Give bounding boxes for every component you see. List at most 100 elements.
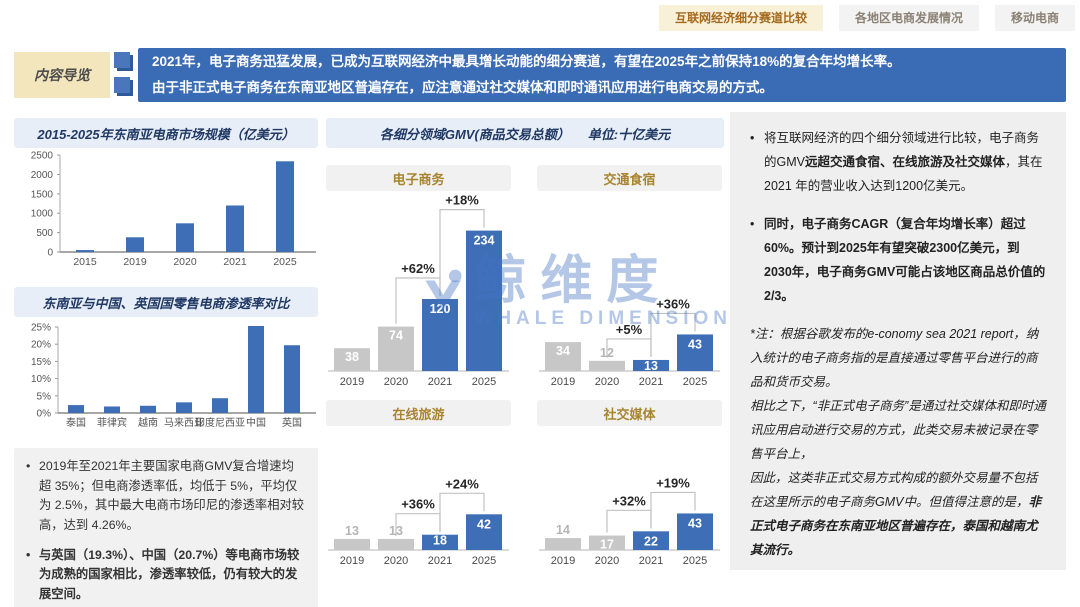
right-analysis-panel: • 将互联网经济的四个细分领域进行比较，电子商务的GMV远超交通食宿、在线旅游及社… — [730, 112, 1066, 570]
svg-text:英国: 英国 — [282, 416, 302, 429]
gmv-section-title: 各细分领域GMV(商品交易总额） 单位:十亿美元 — [326, 118, 724, 148]
svg-text:2025: 2025 — [472, 376, 496, 388]
svg-text:43: 43 — [688, 337, 702, 351]
svg-text:+18%: +18% — [445, 193, 479, 208]
svg-text:234: 234 — [474, 234, 495, 248]
gmv-title-text: 各细分领域GMV(商品交易总额） — [379, 126, 570, 142]
svg-text:2025: 2025 — [683, 555, 707, 567]
svg-text:34: 34 — [556, 344, 570, 358]
svg-text:42: 42 — [477, 517, 491, 531]
svg-text:+62%: +62% — [401, 261, 435, 276]
svg-text:2021: 2021 — [639, 555, 663, 567]
banner-line-1: 2021年，电子商务迅猛发展，已成为互联网经济中最具增长动能的细分赛道，有望在2… — [152, 54, 901, 69]
svg-text:2500: 2500 — [31, 151, 54, 162]
left-insight-bullet: • 2019年至2021年主要国家电商GMV复合增速均超 35%；但电商渗透率低，… — [26, 459, 305, 533]
svg-text:2025: 2025 — [273, 256, 297, 268]
svg-text:2000: 2000 — [31, 170, 54, 181]
svg-text:500: 500 — [36, 228, 53, 239]
svg-text:中国: 中国 — [246, 416, 266, 429]
tab-mobile-ecommerce[interactable]: 移动电商 — [994, 5, 1075, 31]
left-insights-box: • 2019年至2021年主要国家电商GMV复合增速均超 35%；但电商渗透率低，… — [14, 448, 318, 607]
svg-text:14: 14 — [556, 523, 570, 537]
ecommerce-chart-title: 电子商务 — [326, 165, 511, 191]
svg-text:22: 22 — [644, 534, 658, 548]
svg-text:2019: 2019 — [551, 555, 575, 567]
svg-text:74: 74 — [389, 329, 403, 343]
top-tab-bar: 互联网经济细分赛道比较 各地区电商发展情况 移动电商 — [658, 5, 1075, 31]
svg-text:+36%: +36% — [401, 497, 435, 512]
svg-text:越南: 越南 — [138, 416, 158, 429]
svg-text:10%: 10% — [31, 374, 51, 385]
svg-text:+24%: +24% — [445, 476, 479, 491]
svg-text:2020: 2020 — [384, 376, 408, 388]
transport-food-chart-cell: 交通食宿 34 2019 12 2020 13 2021 43 2025 +5% +36% — [537, 165, 722, 396]
penetration-chart-title: 东南亚与中国、英国国零售电商渗透率对比 — [14, 287, 318, 317]
svg-text:2019: 2019 — [551, 376, 575, 388]
gmv-unit-text: 单位:十亿美元 — [587, 126, 671, 142]
bullet-icon: • — [26, 547, 31, 562]
svg-text:2021: 2021 — [428, 376, 452, 388]
square-icon — [114, 77, 130, 93]
analysis-note: 因此，这类非正式交易方式构成的额外交易量不包括在这里所示的电子商务GMV中。但值… — [750, 471, 1041, 557]
svg-text:2019: 2019 — [340, 376, 364, 388]
banner-line-2: 由于非正式电子商务在东南亚地区普遍存在，应注意通过社交媒体和即时通讯应用进行电商… — [152, 80, 773, 95]
svg-text:15%: 15% — [31, 357, 51, 368]
svg-text:13: 13 — [644, 359, 658, 373]
ecommerce-gmv-chart: 38 2019 74 2020 120 2021 234 2025 +62% +18% — [328, 193, 509, 388]
left-insight-bullet: • 与英国（19.3%）、中国（20.7%）等电商市场较为成熟的国家相比，渗透率较… — [26, 547, 300, 602]
svg-text:120: 120 — [430, 302, 451, 316]
tab-internet-economy-segments[interactable]: 互联网经济细分赛道比较 — [658, 5, 823, 31]
bullet-icon: • — [26, 459, 31, 473]
svg-text:2021: 2021 — [428, 555, 452, 567]
svg-text:+36%: +36% — [656, 296, 690, 311]
svg-text:2025: 2025 — [472, 555, 496, 567]
svg-text:2015: 2015 — [73, 256, 97, 268]
svg-text:2019: 2019 — [340, 555, 364, 567]
sea-market-size-chart: 0 500 1000 1500 2000 2500 2015 2019 2020 2021 2025 — [31, 151, 316, 268]
transport-food-chart-title: 交通食宿 — [537, 165, 722, 191]
svg-text:2021: 2021 — [639, 376, 663, 388]
analysis-bullet: • 将互联网经济的四个细分领域进行比较，电子商务的GMV远超交通食宿、在线旅游及社… — [750, 126, 1046, 198]
social-media-chart-cell: 社交媒体 14 2019 17 2020 22 2021 43 2025 +32% +19% — [537, 400, 722, 573]
online-travel-chart-cell: 在线旅游 13 2019 13 2020 18 2021 42 2025 +36% +24% — [326, 400, 511, 573]
svg-text:0: 0 — [47, 248, 53, 259]
svg-text:17: 17 — [600, 538, 614, 552]
svg-text:2021: 2021 — [223, 256, 247, 268]
content-guide-label: 内容导览 — [14, 52, 110, 98]
svg-text:5%: 5% — [37, 391, 52, 402]
analysis-bullet: • 同时，电子商务CAGR（复合年均增长率）超过60%。预计到2025年有望突破2… — [750, 212, 1046, 308]
tab-regional-ecommerce[interactable]: 各地区电商发展情况 — [838, 5, 979, 31]
svg-text:印度尼西亚: 印度尼西亚 — [195, 416, 245, 429]
square-icon — [114, 52, 130, 68]
svg-text:18: 18 — [433, 534, 447, 548]
svg-text:马来西亚: 马来西亚 — [164, 417, 204, 429]
market-size-chart-title: 2015-2025年东南亚电商市场规模（亿美元） — [14, 118, 318, 148]
svg-text:20%: 20% — [31, 340, 51, 351]
svg-text:43: 43 — [688, 516, 702, 530]
analysis-paragraphs: • 将互联网经济的四个细分领域进行比较，电子商务的GMV远超交通食宿、在线旅游及社… — [750, 126, 1046, 562]
svg-text:+5%: +5% — [616, 322, 643, 337]
decor-squares — [114, 52, 130, 93]
ecommerce-chart-cell: 电子商务 38 2019 74 2020 120 2021 234 2025 +62% +18% — [326, 165, 511, 396]
svg-text:菲律宾: 菲律宾 — [97, 416, 127, 429]
svg-text:38: 38 — [345, 350, 359, 364]
svg-text:2020: 2020 — [384, 555, 408, 567]
svg-text:2020: 2020 — [173, 256, 197, 268]
svg-text:2020: 2020 — [595, 376, 619, 388]
svg-text:泰国: 泰国 — [66, 416, 86, 429]
svg-text:1000: 1000 — [31, 209, 54, 220]
svg-text:2020: 2020 — [595, 555, 619, 567]
svg-text:2019: 2019 — [123, 256, 147, 268]
bullet-icon: • — [750, 217, 755, 231]
gmv-charts-grid: 电子商务 38 2019 74 2020 120 2021 234 2025 +62% +18% … — [326, 165, 724, 573]
social-media-gmv-chart: 14 2019 17 2020 22 2021 43 2025 +32% +19% — [539, 475, 720, 567]
left-column: 2015-2025年东南亚电商市场规模（亿美元） 0 500 1000 1500 200… — [14, 112, 318, 607]
analysis-note: *注：根据谷歌发布的e-conomy sea 2021 report，纳入统计的… — [750, 327, 1039, 389]
analysis-note: 相比之下，“非正式电子商务”是通过社交媒体和即时通讯应用启动进行交易的方式，此类… — [750, 399, 1046, 461]
svg-text:1500: 1500 — [31, 189, 54, 200]
middle-column: 各细分领域GMV(商品交易总额） 单位:十亿美元 电子商务 38 2019 74 20… — [326, 112, 724, 573]
